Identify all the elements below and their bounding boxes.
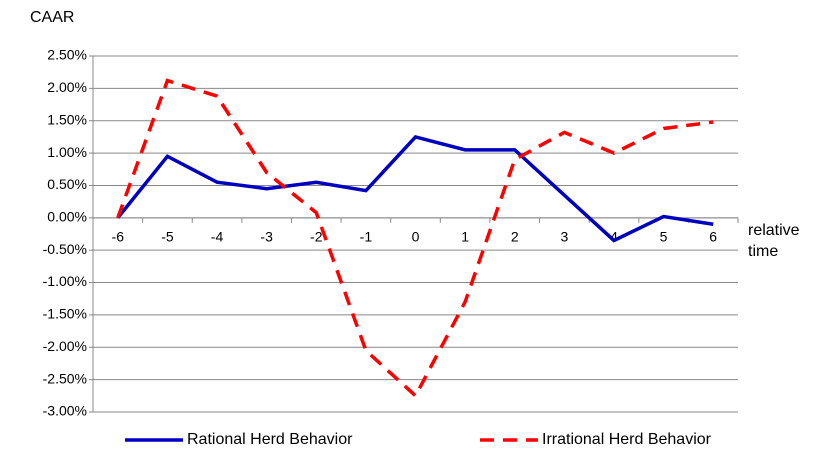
legend-label: Rational Herd Behavior [187,431,353,448]
series-line [116,78,714,399]
x-tick-label: -5 [161,229,174,245]
y-tick-label: -1.50% [43,306,87,322]
series-line [116,134,714,243]
x-tick-label: 1 [461,229,469,245]
x-tick-label: 3 [560,229,568,245]
y-axis-label: CAAR [30,9,74,26]
y-tick-label: -3.00% [43,403,87,419]
x-tick-label: -6 [112,229,125,245]
y-tick-label: -1.00% [43,273,87,289]
legend-label: Irrational Herd Behavior [542,431,712,448]
y-tick-label: 1.50% [47,111,87,127]
y-tick-label: -2.00% [43,338,87,354]
x-tick-label: -4 [211,229,224,245]
x-tick-label: 5 [660,229,668,245]
y-tick-label: 0.00% [47,209,87,225]
y-tick-label: -0.50% [43,241,87,257]
x-tick-label: 0 [412,229,420,245]
x-tick-label: 6 [709,229,717,245]
y-tick-label: 0.50% [47,176,87,192]
x-tick-label: -1 [360,229,373,245]
x-tick-label: -2 [310,229,323,245]
x-axis-label: relative time [748,222,800,260]
x-tick-label: 4 [610,229,618,245]
y-tick-label: -2.50% [43,370,87,386]
y-tick-label: 2.50% [47,47,87,63]
x-tick-label: -3 [260,229,273,245]
y-tick-label: 2.00% [47,79,87,95]
y-tick-label: 1.00% [47,144,87,160]
x-tick-label: 2 [511,229,519,245]
